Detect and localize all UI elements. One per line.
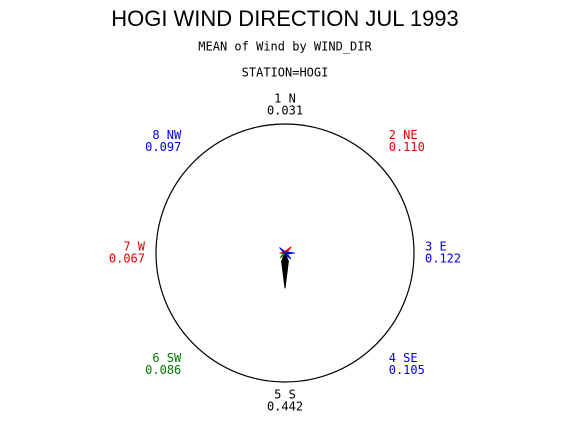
direction-label: 1 N xyxy=(274,92,296,106)
direction-label: 6 SW xyxy=(152,351,182,365)
direction-label: 3 E xyxy=(425,240,447,254)
direction-label: 7 W xyxy=(123,240,145,254)
outer-circle xyxy=(155,123,415,383)
value-label: 0.442 xyxy=(267,400,303,414)
group-label: STATION=HOGI xyxy=(242,66,329,80)
wedge xyxy=(279,247,286,254)
direction-label: 5 S xyxy=(274,388,296,402)
direction-label: 2 NE xyxy=(389,128,418,142)
direction-label: 4 SE xyxy=(389,351,418,365)
value-label: 0.031 xyxy=(267,104,303,118)
direction-label: 8 NW xyxy=(152,128,182,142)
chart-title: HOGI WIND DIRECTION JUL 1993 xyxy=(111,6,459,31)
value-label: 0.067 xyxy=(109,252,145,266)
value-label: 0.086 xyxy=(145,363,181,377)
value-label: 0.122 xyxy=(425,252,461,266)
value-label: 0.110 xyxy=(389,140,425,154)
chart-subtitle: MEAN of Wind by WIND_DIR xyxy=(198,40,372,54)
value-label: 0.097 xyxy=(145,140,181,154)
wedge xyxy=(281,251,289,289)
value-label: 0.105 xyxy=(389,363,425,377)
